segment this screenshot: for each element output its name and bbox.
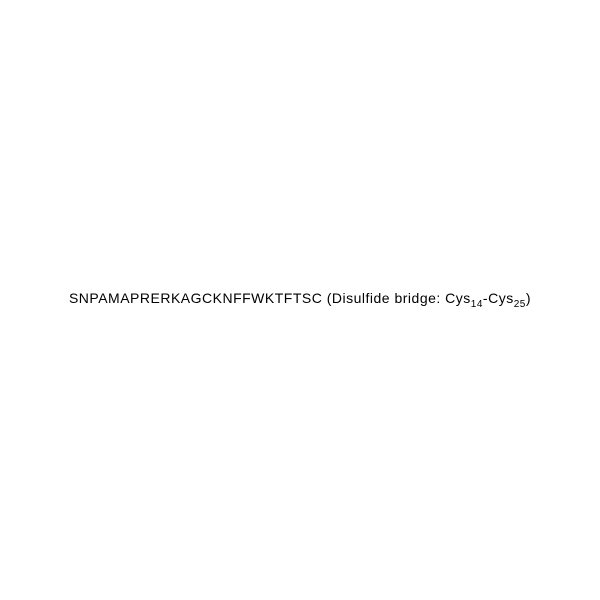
residue1-number: 14 bbox=[471, 299, 483, 310]
peptide-sequence-label: SNPAMAPRERKAGCKNFFWKTFTSC (Disulfide bri… bbox=[69, 290, 531, 310]
residue2-name: Cys bbox=[488, 290, 514, 306]
sequence-text: SNPAMAPRERKAGCKNFFWKTFTSC (Disulfide bri… bbox=[69, 290, 531, 306]
annotation-suffix: ) bbox=[526, 290, 531, 306]
annotation-prefix: (Disulfide bridge: bbox=[322, 290, 445, 306]
residue2-number: 25 bbox=[514, 299, 526, 310]
residue1-name: Cys bbox=[445, 290, 471, 306]
sequence: SNPAMAPRERKAGCKNFFWKTFTSC bbox=[69, 290, 322, 306]
